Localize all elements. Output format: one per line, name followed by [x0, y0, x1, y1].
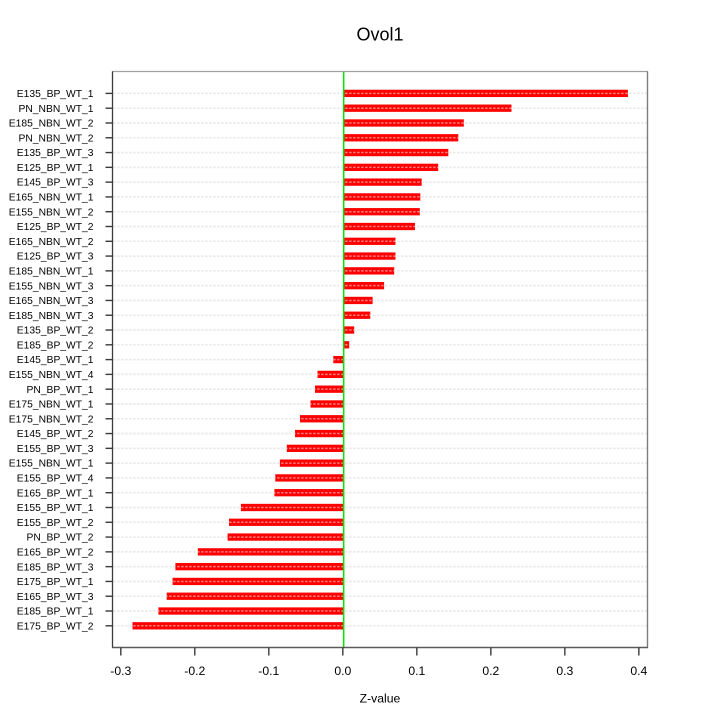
svg-text:E165_BP_WT_1: E165_BP_WT_1 [17, 488, 94, 499]
svg-text:E175_BP_WT_2: E175_BP_WT_2 [17, 621, 94, 632]
svg-text:E135_BP_WT_2: E135_BP_WT_2 [17, 326, 94, 337]
svg-text:0.3: 0.3 [556, 664, 573, 678]
svg-text:E165_BP_WT_2: E165_BP_WT_2 [17, 547, 94, 558]
svg-text:-0.2: -0.2 [184, 664, 205, 678]
svg-text:-0.3: -0.3 [110, 664, 131, 678]
svg-text:0.4: 0.4 [630, 664, 647, 678]
svg-text:E185_NBN_WT_1: E185_NBN_WT_1 [9, 266, 94, 277]
svg-text:E185_BP_WT_2: E185_BP_WT_2 [17, 340, 94, 351]
svg-text:PN_NBN_WT_2: PN_NBN_WT_2 [19, 133, 94, 144]
svg-text:E185_BP_WT_3: E185_BP_WT_3 [17, 562, 94, 573]
svg-text:E165_NBN_WT_3: E165_NBN_WT_3 [9, 296, 94, 307]
svg-text:E155_BP_WT_4: E155_BP_WT_4 [17, 474, 94, 485]
svg-text:E185_NBN_WT_2: E185_NBN_WT_2 [9, 119, 94, 130]
svg-text:0.0: 0.0 [334, 664, 351, 678]
svg-text:E125_BP_WT_3: E125_BP_WT_3 [17, 252, 94, 263]
svg-text:PN_BP_WT_1: PN_BP_WT_1 [27, 385, 94, 396]
svg-text:E175_NBN_WT_1: E175_NBN_WT_1 [9, 400, 94, 411]
svg-text:E185_BP_WT_1: E185_BP_WT_1 [17, 607, 94, 618]
svg-text:E155_NBN_WT_1: E155_NBN_WT_1 [9, 459, 94, 470]
svg-text:E135_BP_WT_1: E135_BP_WT_1 [17, 89, 94, 100]
svg-text:E175_BP_WT_1: E175_BP_WT_1 [17, 577, 94, 588]
svg-text:E145_BP_WT_2: E145_BP_WT_2 [17, 429, 94, 440]
svg-text:E165_BP_WT_3: E165_BP_WT_3 [17, 592, 94, 603]
svg-text:Ovol1: Ovol1 [356, 24, 403, 44]
svg-text:0.1: 0.1 [408, 664, 425, 678]
svg-text:E155_NBN_WT_2: E155_NBN_WT_2 [9, 207, 94, 218]
svg-text:E175_NBN_WT_2: E175_NBN_WT_2 [9, 414, 94, 425]
svg-text:PN_NBN_WT_1: PN_NBN_WT_1 [19, 104, 94, 115]
svg-text:E145_BP_WT_3: E145_BP_WT_3 [17, 178, 94, 189]
svg-text:E125_BP_WT_1: E125_BP_WT_1 [17, 163, 94, 174]
svg-text:E145_BP_WT_1: E145_BP_WT_1 [17, 355, 94, 366]
svg-text:E155_BP_WT_3: E155_BP_WT_3 [17, 444, 94, 455]
svg-text:-0.1: -0.1 [258, 664, 279, 678]
svg-text:E155_NBN_WT_3: E155_NBN_WT_3 [9, 281, 94, 292]
svg-text:E165_NBN_WT_2: E165_NBN_WT_2 [9, 237, 94, 248]
svg-text:E155_BP_WT_1: E155_BP_WT_1 [17, 503, 94, 514]
svg-text:E135_BP_WT_3: E135_BP_WT_3 [17, 148, 94, 159]
svg-text:E185_NBN_WT_3: E185_NBN_WT_3 [9, 311, 94, 322]
svg-text:0.2: 0.2 [482, 664, 499, 678]
svg-text:E165_NBN_WT_1: E165_NBN_WT_1 [9, 193, 94, 204]
svg-text:PN_BP_WT_2: PN_BP_WT_2 [27, 533, 94, 544]
svg-text:E125_BP_WT_2: E125_BP_WT_2 [17, 222, 94, 233]
svg-text:Z-value: Z-value [360, 692, 401, 706]
svg-text:E155_NBN_WT_4: E155_NBN_WT_4 [9, 370, 94, 381]
svg-text:E155_BP_WT_2: E155_BP_WT_2 [17, 518, 94, 529]
